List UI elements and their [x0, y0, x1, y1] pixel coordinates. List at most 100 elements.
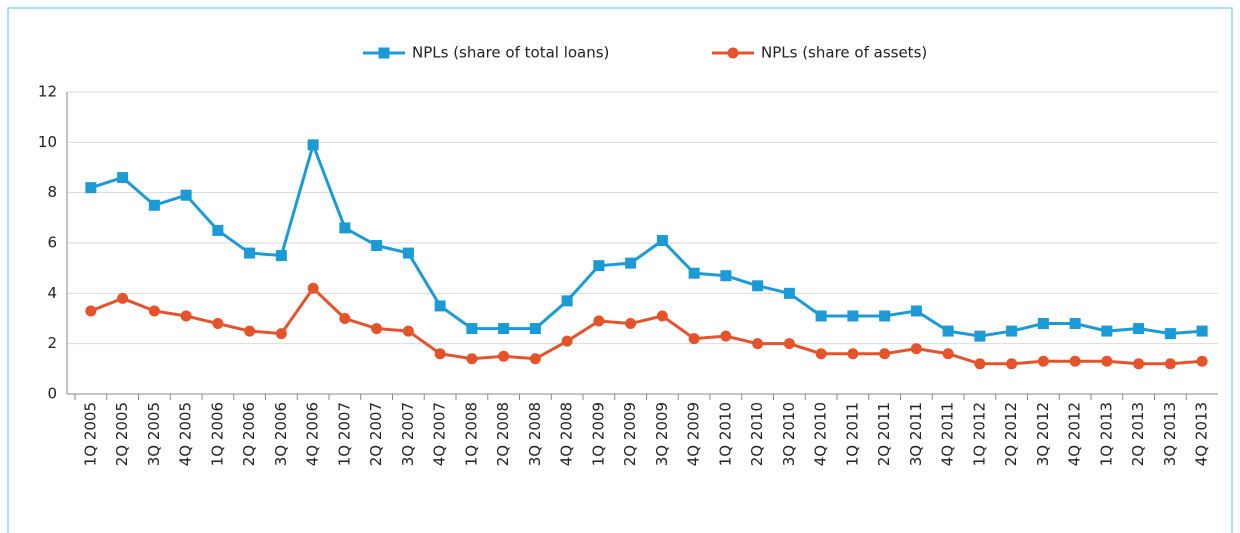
data-point — [1037, 355, 1049, 367]
data-point — [244, 247, 256, 259]
data-point — [879, 310, 891, 322]
data-point — [1069, 318, 1081, 330]
x-tick-label: 3Q 2006 — [272, 402, 290, 466]
data-point — [371, 323, 383, 335]
data-point — [593, 260, 605, 272]
data-point — [561, 295, 573, 307]
y-tick-label: 4 — [47, 284, 57, 302]
data-point — [498, 350, 510, 362]
x-tick-label: 4Q 2008 — [558, 402, 576, 466]
x-tick-label: 2Q 2010 — [748, 402, 766, 466]
y-tick-label: 8 — [47, 183, 57, 201]
data-point — [85, 305, 97, 317]
data-point — [434, 348, 446, 360]
data-point — [942, 348, 954, 360]
legend-marker — [727, 47, 739, 59]
y-tick-label: 6 — [47, 234, 57, 252]
data-point — [117, 172, 129, 184]
data-point — [371, 240, 383, 252]
data-point — [752, 338, 764, 350]
data-point — [625, 318, 637, 330]
x-tick-label: 2Q 2008 — [494, 402, 512, 466]
data-point — [1037, 318, 1049, 330]
data-point — [339, 222, 351, 234]
x-tick-label: 2Q 2006 — [240, 402, 258, 466]
data-point — [974, 358, 986, 370]
data-point — [275, 250, 287, 262]
x-tick-label: 4Q 2011 — [939, 402, 957, 466]
data-point — [180, 189, 192, 201]
data-point — [815, 310, 827, 322]
data-point — [307, 139, 319, 151]
x-tick-label: 1Q 2005 — [81, 402, 99, 466]
x-tick-label: 2Q 2009 — [621, 402, 639, 466]
x-tick-label: 3Q 2010 — [780, 402, 798, 466]
data-point — [498, 323, 510, 335]
data-point — [1069, 355, 1081, 367]
data-point — [1101, 355, 1113, 367]
data-point — [720, 270, 732, 282]
x-tick-label: 2Q 2007 — [367, 402, 385, 466]
data-point — [1133, 323, 1145, 335]
data-point — [688, 267, 700, 279]
y-tick-label: 10 — [38, 133, 57, 151]
data-point — [402, 247, 414, 259]
x-tick-label: 4Q 2006 — [304, 402, 322, 466]
y-tick-label: 12 — [38, 83, 57, 101]
data-point — [720, 330, 732, 342]
data-point — [783, 338, 795, 350]
data-point — [783, 287, 795, 299]
data-point — [752, 280, 764, 292]
data-point — [942, 325, 954, 337]
data-point — [117, 292, 129, 304]
x-tick-label: 4Q 2007 — [431, 402, 449, 466]
series-line — [90, 140, 1203, 338]
data-point — [180, 310, 192, 322]
data-point — [1006, 325, 1018, 337]
x-tick-label: 4Q 2012 — [1066, 402, 1084, 466]
x-tick-label: 2Q 2013 — [1129, 402, 1147, 466]
data-point — [1196, 325, 1208, 337]
x-tick-label: 1Q 2013 — [1097, 402, 1115, 466]
data-point — [1164, 328, 1176, 340]
data-point — [1164, 358, 1176, 370]
x-tick-label: 3Q 2012 — [1034, 402, 1052, 466]
data-point — [402, 325, 414, 337]
data-point — [529, 323, 541, 335]
data-point — [815, 348, 827, 360]
x-tick-label: 4Q 2010 — [812, 402, 830, 466]
x-tick-label: 3Q 2013 — [1161, 402, 1179, 466]
data-point — [625, 257, 637, 269]
data-point — [307, 282, 319, 294]
data-point — [974, 330, 986, 342]
data-point — [1101, 325, 1113, 337]
data-point — [910, 343, 922, 355]
x-tick-label: 1Q 2011 — [843, 402, 861, 466]
x-tick-label: 1Q 2009 — [589, 402, 607, 466]
x-tick-label: 2Q 2012 — [1002, 402, 1020, 466]
data-point — [1196, 355, 1208, 367]
data-point — [529, 353, 541, 365]
x-tick-label: 4Q 2013 — [1193, 402, 1211, 466]
data-point — [148, 199, 160, 211]
data-point — [339, 313, 351, 324]
data-point — [847, 348, 859, 360]
y-tick-label: 0 — [47, 385, 57, 403]
data-point — [466, 323, 478, 335]
data-point — [434, 300, 446, 312]
data-point — [879, 348, 891, 360]
data-point — [593, 315, 605, 327]
frame — [7, 7, 1233, 533]
legend-marker — [378, 47, 390, 59]
x-tick-label: 3Q 2009 — [653, 402, 671, 466]
data-point — [1006, 358, 1018, 370]
x-tick-label: 4Q 2009 — [685, 402, 703, 466]
data-point — [466, 353, 478, 365]
data-point — [656, 310, 668, 322]
data-point — [212, 224, 224, 236]
x-tick-label: 2Q 2005 — [113, 402, 131, 466]
x-tick-label: 4Q 2005 — [177, 402, 195, 466]
data-point — [212, 318, 224, 330]
data-point — [275, 328, 287, 340]
